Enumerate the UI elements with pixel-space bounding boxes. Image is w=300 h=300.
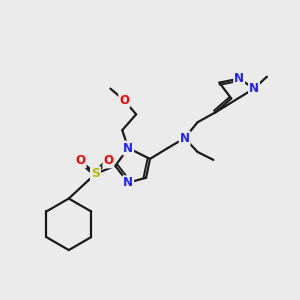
- Text: O: O: [119, 94, 129, 107]
- Text: N: N: [249, 82, 259, 95]
- Text: N: N: [123, 142, 133, 154]
- Text: S: S: [91, 167, 100, 180]
- Text: N: N: [123, 176, 133, 189]
- Text: N: N: [234, 72, 244, 85]
- Text: N: N: [180, 132, 190, 145]
- Text: O: O: [103, 154, 113, 167]
- Text: O: O: [76, 154, 85, 167]
